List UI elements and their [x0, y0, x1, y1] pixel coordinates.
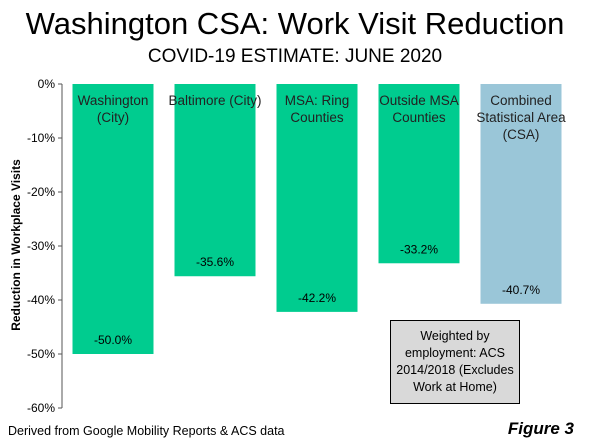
y-tick-label: 0% — [38, 77, 56, 91]
bar — [480, 84, 562, 304]
category-label: Combined — [490, 93, 552, 108]
y-tick-label: -30% — [27, 239, 55, 253]
category-label: Outside MSA — [379, 93, 459, 108]
category-label: Statistical Area — [476, 110, 566, 125]
category-label: (City) — [97, 110, 129, 125]
category-label: Counties — [392, 110, 446, 125]
category-label: Baltimore (City) — [168, 93, 261, 108]
source-note: Derived from Google Mobility Reports & A… — [8, 424, 285, 438]
bar — [72, 84, 154, 354]
weighting-note-text: Weighted by employment: ACS 2014/2018 (E… — [396, 329, 514, 394]
category-label: Counties — [290, 110, 344, 125]
data-label: -42.2% — [298, 291, 336, 305]
y-tick-label: -10% — [27, 131, 55, 145]
y-tick-label: -20% — [27, 185, 55, 199]
y-axis-label: Reduction in Workplace Visits — [9, 159, 23, 331]
bar — [174, 84, 256, 277]
category-label: Washington — [78, 93, 149, 108]
bar — [378, 84, 460, 264]
figure-label: Figure 3 — [507, 419, 574, 438]
data-label: -40.7% — [502, 283, 540, 297]
weighting-note-box: Weighted by employment: ACS 2014/2018 (E… — [390, 320, 520, 404]
chart-title: Washington CSA: Work Visit Reduction — [25, 6, 565, 41]
category-label: (CSA) — [503, 127, 540, 142]
data-label: -50.0% — [94, 333, 132, 347]
y-tick-label: -40% — [27, 293, 55, 307]
data-label: -33.2% — [400, 242, 438, 256]
y-tick-label: -60% — [27, 401, 55, 415]
bar — [276, 84, 358, 312]
chart-subtitle: COVID-19 ESTIMATE: JUNE 2020 — [147, 46, 443, 67]
category-label: MSA: Ring — [285, 93, 350, 108]
data-label: -35.6% — [196, 255, 234, 269]
y-tick-label: -50% — [27, 347, 55, 361]
